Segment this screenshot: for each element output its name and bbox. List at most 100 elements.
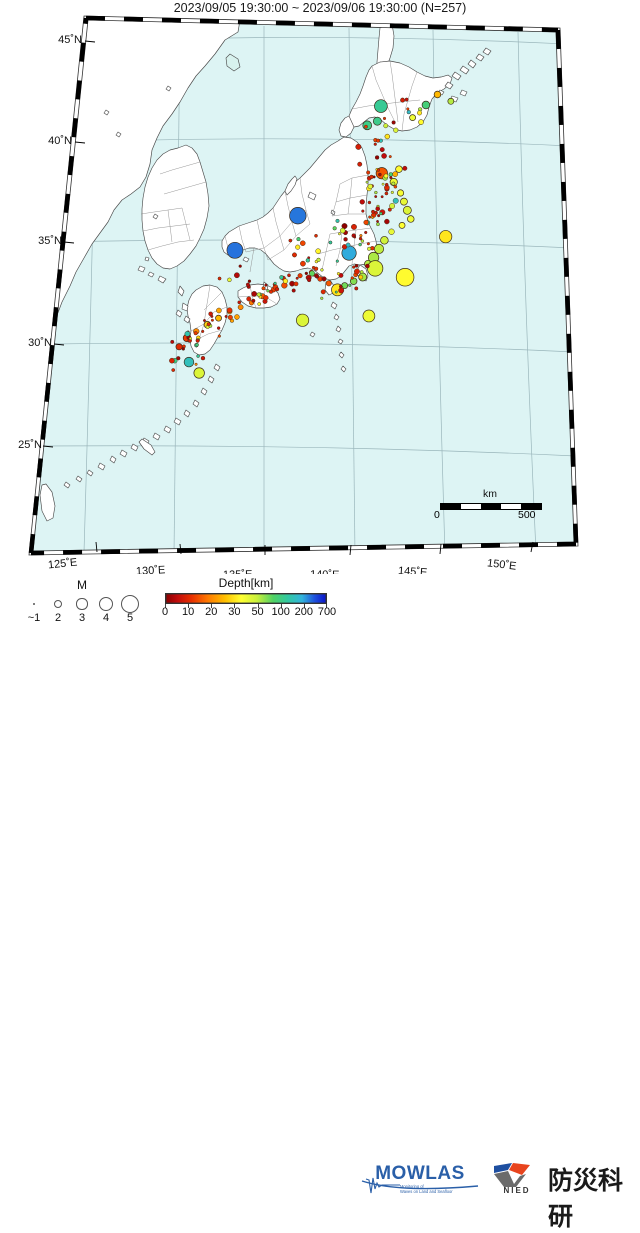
earthquake-marker xyxy=(353,235,357,239)
depth-colorbar xyxy=(165,593,327,604)
earthquake-marker xyxy=(447,97,455,105)
earthquake-marker xyxy=(368,215,372,219)
earthquake-marker xyxy=(395,165,403,173)
earthquake-marker xyxy=(273,281,277,285)
magnitude-label-1: 2 xyxy=(54,612,62,624)
earthquake-marker xyxy=(379,211,383,216)
earthquake-marker xyxy=(398,221,406,229)
earthquake-marker xyxy=(361,209,365,213)
earthquake-marker xyxy=(183,356,195,368)
earthquake-marker xyxy=(256,292,261,297)
magnitude-label-4: 5 xyxy=(126,612,134,624)
earthquake-marker xyxy=(320,268,324,272)
depth-label-2: 20 xyxy=(205,606,218,618)
earthquake-marker xyxy=(257,302,262,306)
lat-label-25n: 25˚N xyxy=(18,439,42,451)
magnitude-symbol-3 xyxy=(94,594,118,614)
earthquake-marker xyxy=(400,197,408,206)
depth-label-0: 0 xyxy=(161,606,169,618)
earthquake-marker xyxy=(388,228,395,235)
earthquake-marker xyxy=(339,284,343,289)
earthquake-marker xyxy=(365,180,369,184)
earthquake-marker xyxy=(374,190,378,195)
earthquake-marker xyxy=(366,242,370,246)
axis-ticks xyxy=(42,40,534,556)
magnitude-circle-4 xyxy=(121,595,139,613)
magnitude-symbol-4 xyxy=(118,594,142,614)
earthquake-marker xyxy=(181,347,185,351)
earthquake-marker xyxy=(395,267,415,287)
depth-tick-1 xyxy=(188,604,190,608)
earthquake-marker xyxy=(200,356,206,361)
earthquake-marker xyxy=(325,280,332,287)
magnitude-circle-3 xyxy=(98,596,114,612)
earthquake-marker xyxy=(339,227,346,234)
earthquake-marker xyxy=(388,172,393,177)
earthquake-marker xyxy=(388,155,392,159)
earthquake-marker xyxy=(367,183,373,190)
map-frame xyxy=(28,15,579,556)
depth-colorbar-labels: 0 10 20 30 50 100 200 700 xyxy=(160,606,340,620)
magnitude-symbol-0 xyxy=(22,594,46,614)
earthquake-marker xyxy=(263,295,269,301)
earthquake-marker xyxy=(282,278,289,284)
earthquake-marker xyxy=(439,230,453,244)
earthquake-marker xyxy=(358,236,363,241)
earthquake-marker xyxy=(216,307,222,314)
nied-logo: NIED 防災科研 xyxy=(492,1162,632,1231)
earthquake-marker xyxy=(289,207,307,225)
depth-tick-2 xyxy=(211,604,213,608)
earthquake-marker xyxy=(407,215,415,223)
earthquake-marker xyxy=(316,257,321,262)
earthquake-marker xyxy=(208,311,213,317)
lat-label-45n: 45˚N xyxy=(58,34,82,46)
earthquake-marker xyxy=(384,191,389,196)
earthquake-marker xyxy=(402,165,408,171)
earthquake-marker xyxy=(261,286,266,291)
earthquake-marker xyxy=(381,153,387,159)
earthquake-marker xyxy=(404,97,409,102)
earthquake-marker xyxy=(383,173,389,179)
earthquake-marker xyxy=(393,127,399,133)
earthquake-marker xyxy=(362,309,376,323)
depth-tick-7 xyxy=(326,604,327,608)
earthquake-marker xyxy=(364,230,368,235)
magnitude-symbol-2 xyxy=(70,594,94,614)
scale-bar-max: 500 xyxy=(518,509,536,521)
magnitude-legend-title: M xyxy=(77,578,87,592)
earthquake-marker xyxy=(275,287,280,292)
depth-label-6: 200 xyxy=(294,606,314,618)
mowlas-logo: MOWLAS Monitoring of Waves on Land and S… xyxy=(360,1163,480,1197)
map-canvas[interactable]: 45˚N 40˚N 35˚N 30˚N 25˚N 125˚E 130˚E 135… xyxy=(0,14,640,581)
depth-colorbar-ticks xyxy=(165,604,327,608)
earthquake-marker xyxy=(383,123,389,129)
earthquake-marker xyxy=(393,184,398,189)
earthquake-marker xyxy=(384,218,390,225)
earthquake-marker xyxy=(332,226,337,231)
depth-label-4: 50 xyxy=(251,606,264,618)
earthquake-marker xyxy=(359,199,365,205)
magnitude-symbol-1 xyxy=(46,594,70,614)
earthquake-marker xyxy=(374,155,380,160)
earthquake-marker xyxy=(402,205,412,215)
earthquake-marker xyxy=(176,356,181,361)
earthquake-marker-layer xyxy=(169,90,455,379)
earthquake-marker xyxy=(406,107,410,111)
earthquake-marker xyxy=(295,276,299,280)
earthquake-marker xyxy=(296,313,310,327)
earthquake-marker xyxy=(196,354,200,358)
mowlas-tagline-line2: Waves on Land and Seafloor xyxy=(400,1189,453,1194)
earthquake-marker xyxy=(357,161,363,167)
magnitude-label-0: ~1 xyxy=(27,612,41,624)
earthquake-marker xyxy=(247,279,252,283)
earthquake-marker xyxy=(300,240,306,246)
earthquake-marker xyxy=(343,237,348,242)
earthquake-marker xyxy=(400,97,406,103)
scale-seg-2 xyxy=(461,504,481,509)
earthquake-marker xyxy=(381,182,385,186)
earthquake-marker xyxy=(374,99,388,113)
earthquake-marker xyxy=(382,116,387,121)
earthquake-marker xyxy=(335,259,339,263)
earthquake-marker xyxy=(175,343,183,351)
earthquake-marker xyxy=(215,314,222,322)
